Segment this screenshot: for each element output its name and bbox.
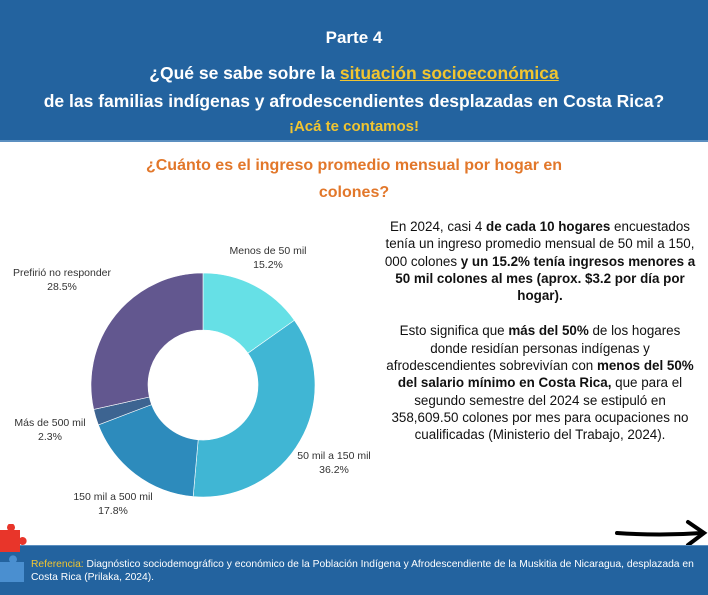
- description-text: y un 15.2% tenía ingresos menores a 50 m…: [395, 253, 696, 304]
- description-paragraph-2: Esto significa que más del 50% de los ho…: [384, 322, 696, 443]
- description-text: En 2024, casi 4: [390, 219, 487, 234]
- footer: Referencia: Diagnóstico sociodemográfico…: [0, 524, 708, 595]
- slice-label: Más de 500 mil 2.3%: [14, 416, 85, 444]
- description-text: encuestados tenía un ingreso promedio me…: [384, 219, 695, 269]
- description-paragraph-1: En 2024, casi 4 de cada 10 hogares encue…: [384, 218, 696, 304]
- slice-value: 36.2%: [319, 464, 349, 476]
- description-text: menos del 50% del salario mínimo en Cost…: [397, 358, 694, 391]
- question-pre: ¿Qué se sabe sobre la: [149, 63, 340, 83]
- question-highlight: situación socioeconómica: [339, 63, 559, 83]
- slice-value: 15.2%: [253, 259, 283, 271]
- donut-slice: [192, 319, 316, 498]
- slice-value: 17.8%: [98, 505, 128, 517]
- slice-name: Menos de 50 mil: [229, 245, 307, 257]
- reference: Referencia: Diagnóstico sociodemográfico…: [31, 558, 701, 584]
- description-text: de los hogares donde residían personas i…: [386, 323, 681, 374]
- description-text: más del 50%: [508, 323, 589, 339]
- donut-slice: [97, 404, 199, 497]
- description-text: Esto significa que: [399, 323, 509, 339]
- chart-title: ¿Cuánto es el ingreso promedio mensual p…: [145, 157, 563, 201]
- slice-name: Más de 500 mil: [14, 417, 86, 429]
- description-text: de cada 10 hogares: [486, 219, 611, 234]
- slice-label: 150 mil a 500 mil 17.8%: [73, 490, 152, 518]
- slice-name: 150 mil a 500 mil: [73, 491, 153, 503]
- header-banner: Parte 4 ¿Qué se sabe sobre la situación …: [0, 0, 708, 142]
- description-text: que para el segundo semestre del 2024 se…: [391, 375, 689, 443]
- reference-text: Diagnóstico sociodemográfico y económico…: [31, 559, 694, 583]
- part-title: Parte 4: [325, 28, 383, 47]
- reference-label: Referencia:: [31, 559, 84, 570]
- slice-value: 28.5%: [47, 281, 77, 293]
- slice-name: 50 mil a 150 mil: [297, 450, 371, 462]
- slice-name: Prefirió no responder: [12, 267, 112, 279]
- main-question: ¿Qué se sabe sobre la situación socioeco…: [0, 59, 708, 115]
- donut-slice: [90, 272, 204, 410]
- description: En 2024, casi 4 de cada 10 hogares encue…: [384, 218, 696, 462]
- slice-label: Menos de 50 mil 15.2%: [229, 244, 306, 272]
- header-subtitle: ¡Acá te contamos!: [288, 118, 420, 135]
- question-post: de las familias indígenas y afrodescendi…: [43, 91, 665, 111]
- slice-value: 2.3%: [38, 431, 62, 443]
- slice-label: 50 mil a 150 mil 36.2%: [297, 449, 371, 477]
- slice-label: Prefirió no responder 28.5%: [13, 266, 111, 294]
- puzzle-icon: [0, 524, 27, 582]
